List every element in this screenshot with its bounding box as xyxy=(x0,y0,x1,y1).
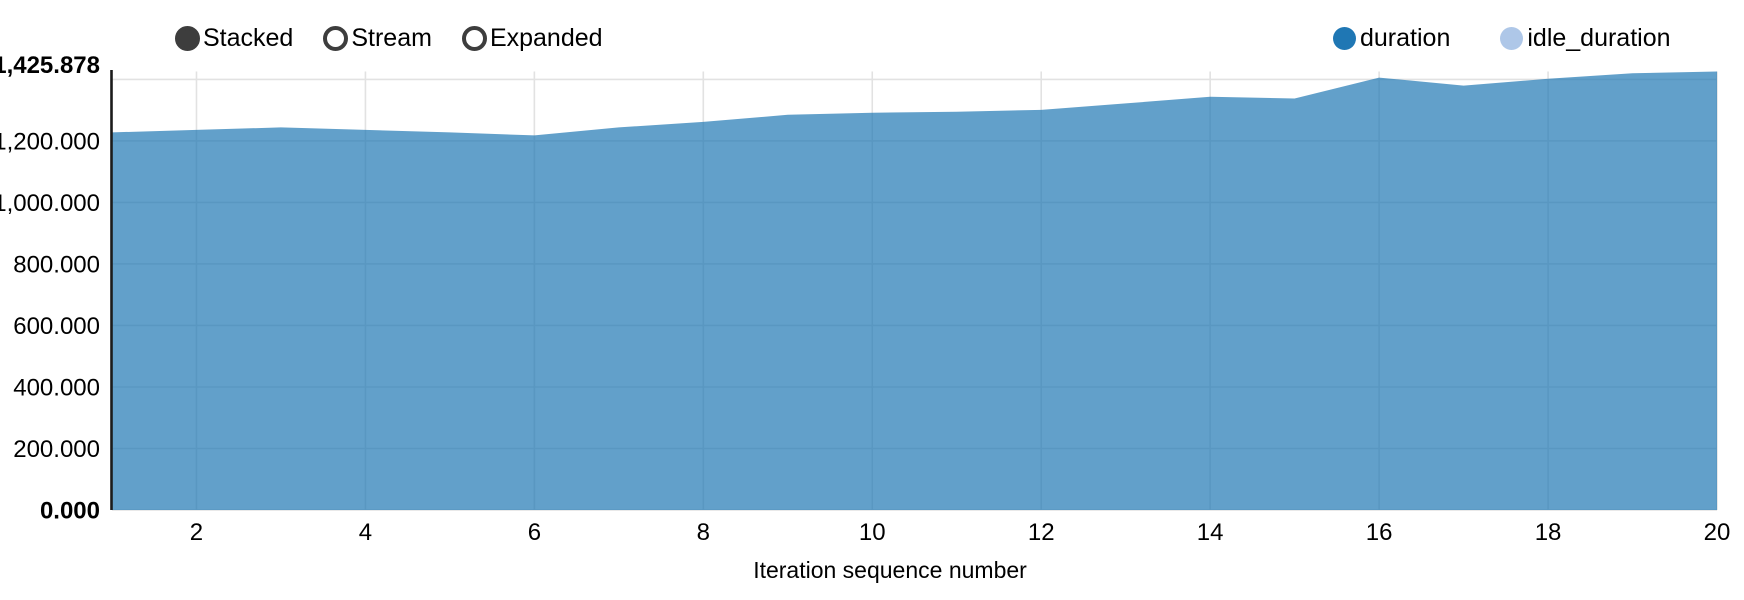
x-tick-label: 4 xyxy=(359,519,372,546)
radio-selected-icon xyxy=(175,26,200,51)
x-tick-label: 6 xyxy=(528,519,541,546)
x-tick-label: 20 xyxy=(1704,519,1731,546)
x-tick-label: 12 xyxy=(1028,519,1055,546)
radio-expanded[interactable]: Expanded xyxy=(461,24,603,53)
legend-label: duration xyxy=(1360,24,1451,52)
x-tick-label: 16 xyxy=(1366,519,1393,546)
x-tick-label: 8 xyxy=(697,519,710,546)
radio-unselected-icon xyxy=(323,26,349,51)
legend-item-duration[interactable]: duration xyxy=(1333,24,1450,53)
radio-stacked[interactable]: Stacked xyxy=(175,24,293,53)
legend-swatch-icon xyxy=(1333,27,1356,50)
legend-swatch-icon xyxy=(1500,27,1524,50)
x-tick-label: 14 xyxy=(1197,519,1224,546)
x-tick-label: 2 xyxy=(190,519,203,546)
chart-style-controls: Stacked Stream Expanded xyxy=(175,24,603,53)
y-tick-label: 0.000 xyxy=(40,498,100,525)
radio-unselected-icon xyxy=(461,26,487,51)
chart-legend: duration idle_duration xyxy=(1333,24,1671,53)
y-tick-label: 400.000 xyxy=(13,374,100,401)
radio-label: Stream xyxy=(351,24,432,52)
y-tick-label: 600.000 xyxy=(13,313,100,340)
y-tick-label: 200.000 xyxy=(13,436,100,463)
radio-label: Stacked xyxy=(203,24,294,52)
y-tick-label: 1,000.000 xyxy=(0,190,100,217)
radio-label: Expanded xyxy=(489,24,603,52)
legend-item-idle_duration[interactable]: idle_duration xyxy=(1500,24,1671,53)
y-tick-label: 1,425.878 xyxy=(0,52,100,79)
area-duration[interactable] xyxy=(112,71,1717,511)
legend-label: idle_duration xyxy=(1527,24,1671,52)
x-tick-label: 18 xyxy=(1535,519,1562,546)
y-tick-label: 1,200.000 xyxy=(0,128,100,155)
radio-stream[interactable]: Stream xyxy=(323,24,432,53)
x-tick-label: 10 xyxy=(859,519,886,546)
x-axis-title: Iteration sequence number xyxy=(753,557,1027,583)
y-tick-label: 800.000 xyxy=(13,251,100,278)
axes: 0.000 200.000 400.000 600.000 800.000 1,000.0… xyxy=(0,52,1730,546)
area-series xyxy=(112,71,1717,511)
